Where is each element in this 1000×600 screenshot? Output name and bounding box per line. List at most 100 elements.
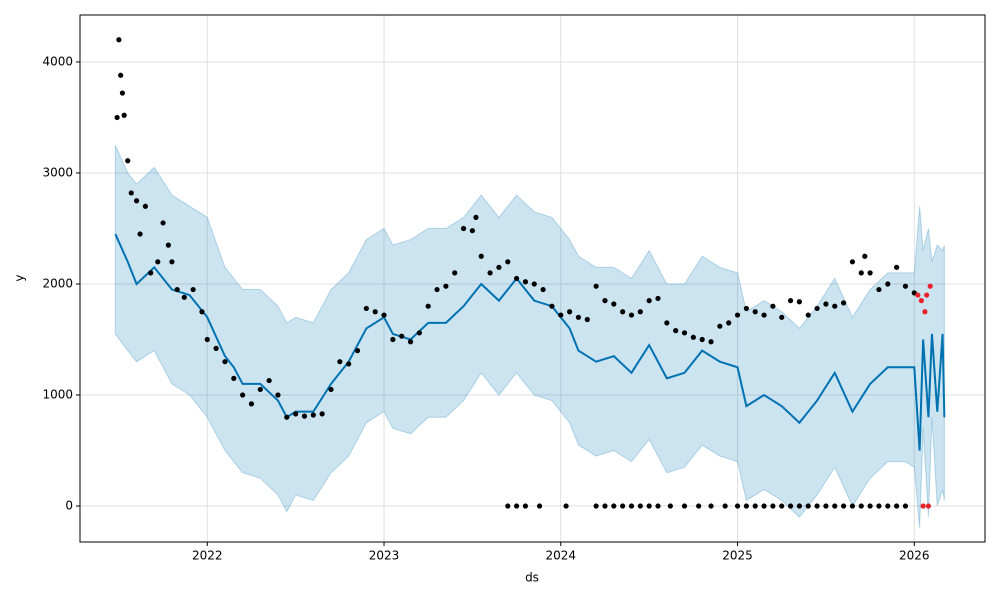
x-tick-label: 2025 [722,549,753,563]
axes-frame [79,14,986,543]
data-point [181,294,187,300]
data-point [922,309,928,315]
y-tick-label: 2000 [42,276,73,290]
data-point [787,298,794,304]
data-point [593,283,599,289]
data-point [169,259,175,265]
data-point [575,314,582,320]
data-point [858,503,864,509]
data-point [469,228,476,234]
data-point [165,242,171,248]
data-point [849,259,856,265]
data-point [752,503,758,509]
data-point [611,301,617,307]
x-tick-label: 2024 [546,549,577,563]
data-point [805,503,811,509]
data-point [390,336,396,343]
data-point [787,503,794,509]
data-point [681,330,688,336]
data-point [722,503,728,509]
data-point [213,345,219,351]
data-point [407,339,414,345]
data-point [849,503,856,509]
data-point [473,214,479,220]
data-point [119,90,126,96]
data-point [664,320,670,326]
x-tick-label: 2023 [369,549,400,563]
data-point [522,279,529,285]
data-point [487,270,493,276]
data-point [915,292,921,298]
data-point [505,503,511,509]
data-point [779,503,785,509]
data-point [434,286,440,293]
data-point [240,392,246,398]
data-point [862,253,868,259]
data-point [894,503,900,509]
data-point [531,281,537,287]
data-point [690,334,696,340]
data-point [832,503,838,509]
data-point [646,298,652,304]
data-point [563,503,569,509]
data-point [114,114,120,121]
data-point [761,312,767,318]
data-point [222,359,228,365]
data-point [257,386,263,393]
data-point [805,312,811,318]
data-point [160,220,166,226]
data-point [363,305,369,312]
data-point [204,336,210,343]
data-point [155,259,161,265]
data-point [858,270,864,276]
data-point [681,503,688,509]
x-tick-label: 2026 [899,549,930,563]
data-point [496,264,502,270]
data-point [128,190,134,196]
data-point [522,503,529,509]
data-point [248,401,255,407]
data-point [540,286,546,293]
data-point [708,339,714,345]
data-point [734,503,741,509]
data-point [354,348,361,354]
data-point [443,283,449,289]
data-point [637,503,643,509]
data-point [918,298,924,304]
data-point [743,503,749,509]
data-point [121,112,127,118]
grid [80,15,985,542]
data-point [513,275,520,282]
data-point [133,198,140,204]
data-point [637,309,643,315]
y-tick-label: 1000 [42,388,73,402]
y-tick-label: 3000 [42,165,73,179]
data-point [894,264,900,270]
data-point [190,286,196,293]
data-point [876,503,882,509]
data-point [275,392,281,398]
data-point [602,503,608,509]
data-point [814,305,820,312]
data-point [667,503,673,509]
data-point [284,414,290,420]
data-point [770,303,776,309]
data-point [699,336,705,343]
data-point [920,503,926,509]
data-point [743,305,749,312]
data-point [125,158,131,164]
data-point [425,303,431,309]
data-point [655,295,661,302]
data-point [478,253,484,259]
data-point [646,503,652,509]
data-point [328,386,334,393]
x-axis-label: ds [525,571,539,585]
data-point [902,283,909,289]
data-point [927,283,933,289]
data-point [593,503,599,509]
data-point [199,309,205,315]
data-point [116,37,122,43]
data-point [266,377,272,384]
data-point [549,303,555,309]
